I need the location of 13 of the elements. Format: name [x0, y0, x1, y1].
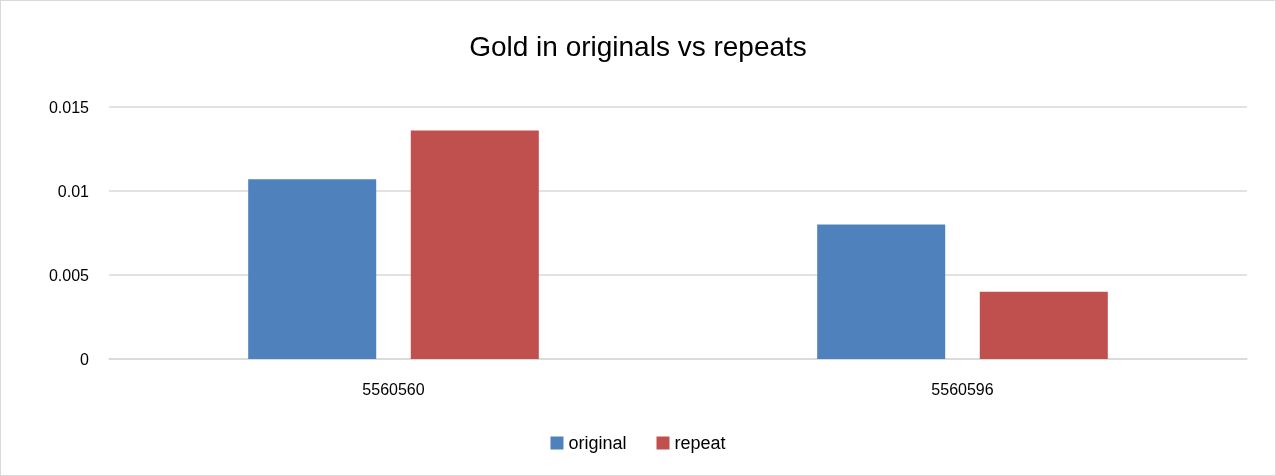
chart-title: Gold in originals vs repeats — [469, 30, 807, 62]
y-tick-label: 0 — [80, 350, 90, 368]
y-tick-label: 0.015 — [48, 98, 90, 116]
bar — [979, 291, 1108, 359]
legend-label: original — [568, 433, 627, 453]
legend-label: repeat — [674, 433, 726, 453]
y-tick-label: 0.005 — [48, 266, 90, 284]
bar — [410, 130, 539, 359]
x-tick-label: 5560560 — [362, 380, 425, 398]
bar — [248, 179, 377, 359]
y-tick-label: 0.01 — [57, 182, 90, 200]
x-tick-label: 5560596 — [931, 380, 994, 398]
bar — [817, 224, 946, 359]
